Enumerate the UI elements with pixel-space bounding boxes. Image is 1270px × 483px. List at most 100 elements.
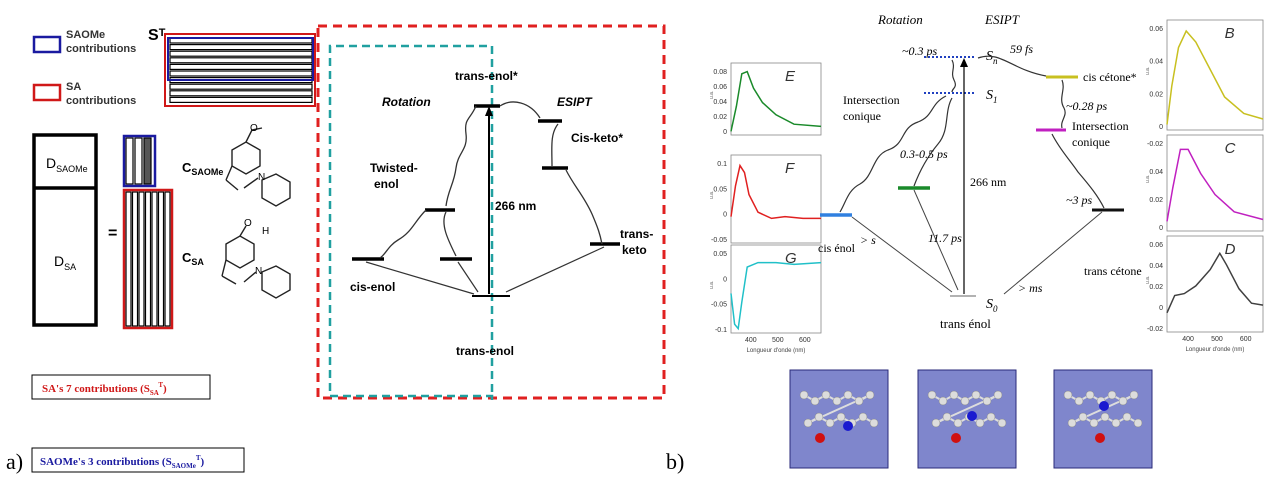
y-tick-label: 0.06	[1149, 26, 1163, 33]
atom	[1078, 412, 1088, 422]
spectrum-frame	[1166, 19, 1264, 131]
scheme-esipt: ESIPT	[557, 95, 593, 109]
y-axis-label: u.a.	[709, 281, 715, 289]
atom	[832, 396, 842, 406]
y-tick-label: 0	[723, 276, 727, 283]
y-axis-label: u.a.	[1145, 67, 1151, 75]
st-row	[169, 43, 313, 51]
label-t5: ~3 ps	[1066, 193, 1092, 207]
atom	[803, 418, 813, 428]
c-sa-column	[138, 191, 145, 327]
molecule-panel-1	[789, 369, 889, 469]
atom	[799, 390, 809, 400]
b-header-rotation: Rotation	[877, 12, 923, 27]
label-trans-cetone: trans cétone	[1084, 264, 1142, 278]
atom	[865, 390, 875, 400]
atom	[836, 412, 846, 422]
right-spectrum-c: -0.02 0.04 0.02 0 u.a. C	[1145, 134, 1264, 232]
st-matrix-blue-outline	[167, 37, 314, 81]
spectrum-trace	[1166, 148, 1264, 222]
st-row	[169, 57, 313, 64]
scheme-cis-keto-star: Cis-keto*	[571, 131, 623, 145]
st-label: Sᵀ	[148, 27, 166, 44]
atom	[1063, 390, 1073, 400]
atom	[942, 412, 952, 422]
c-sa-label: CSA	[182, 250, 204, 267]
spectrum-trace	[730, 163, 821, 220]
label-cis-cetone: cis cétone*	[1083, 70, 1137, 84]
scheme-twisted-enol: Twisted-enol	[370, 161, 418, 191]
y-tick-label: 0.02	[713, 114, 727, 121]
y-tick-label: 0.04	[1149, 169, 1163, 176]
s0-label: S0	[986, 297, 998, 314]
equals-sign: =	[108, 225, 117, 242]
b-wavy-paths	[839, 55, 1105, 213]
label-trans-enol: trans énol	[940, 316, 991, 331]
y-axis-label: u.a.	[709, 91, 715, 99]
y-tick-label: 0.04	[1149, 263, 1163, 270]
spectrum-frame	[730, 62, 822, 136]
c-saome-columns	[125, 137, 152, 185]
atom	[1085, 390, 1095, 400]
atom	[993, 390, 1003, 400]
molecule-panels	[789, 369, 1153, 469]
panel-b-label: b)	[666, 449, 684, 474]
c-sa-column	[144, 191, 152, 327]
atom	[1089, 418, 1099, 428]
molecule-panel-3	[1053, 369, 1153, 469]
st-row	[169, 70, 313, 77]
c-sa-column	[157, 191, 165, 327]
spectrum-letter: D	[1225, 241, 1236, 258]
c-saome-column	[125, 137, 134, 185]
left-spectrum-e: 0.08 0.06 0.04 0.02 0 u.a. E	[709, 62, 822, 136]
atom	[1129, 390, 1139, 400]
scheme-266nm: 266 nm	[495, 199, 536, 213]
sa-molecule	[221, 225, 291, 299]
saome-contributions-box	[31, 447, 245, 473]
spectrum-frame	[1166, 235, 1264, 333]
st-row	[169, 63, 313, 71]
x-tick-label: 600	[799, 337, 811, 344]
sa-contributions-box	[31, 374, 211, 400]
label-gt-ms: > ms	[1018, 281, 1043, 295]
c-saome-column	[134, 137, 143, 185]
b-excitation-arrowhead	[960, 58, 968, 67]
legend-saome-label: SAOMe contributions	[66, 29, 136, 55]
spectrum-letter: G	[785, 250, 797, 267]
sa-n-label: N	[255, 266, 262, 277]
y-tick-label: -0.05	[711, 237, 727, 244]
atom	[854, 396, 864, 406]
atom	[1074, 396, 1084, 406]
scheme-rotation: Rotation	[382, 95, 431, 109]
nitrogen-atom	[1099, 401, 1109, 411]
label-t4: 0.3-0.5 ps	[900, 147, 948, 161]
right-spectra: 0.06 0.04 0.02 0 u.a. B -0.02 0.04 0.02 0 u.a. C 0.0…	[1145, 19, 1264, 353]
scheme-wavy-paths	[379, 101, 603, 259]
y-tick-label: -0.05	[711, 302, 727, 309]
x-axis-label: Longueur d'onde (nm)	[747, 348, 806, 354]
label-266nm: 266 nm	[970, 175, 1007, 189]
y-axis-label: u.a.	[1145, 175, 1151, 183]
c-sa-column	[131, 191, 139, 327]
y-axis-label: u.a.	[709, 191, 715, 199]
left-spectra: 0.08 0.06 0.04 0.02 0 u.a. E 0.1 0.05 0 -0.05 u.a. F…	[709, 62, 822, 354]
nitrogen-atom	[843, 421, 853, 431]
label-t2: 59 fs	[1010, 42, 1033, 56]
atom	[931, 418, 941, 428]
atom	[986, 412, 996, 422]
c-sa-column	[151, 191, 158, 327]
y-tick-label: 0	[723, 212, 727, 219]
molecule-panel-bg	[1053, 369, 1153, 469]
label-intersection-right: Intersection conique	[1072, 119, 1129, 149]
y-tick-label: 0	[1159, 225, 1163, 232]
st-matrix-rows	[169, 37, 313, 104]
molecule-panel-2	[917, 369, 1017, 469]
d-sa-label: DSA	[54, 253, 76, 272]
y-tick-label: 0.08	[713, 69, 727, 76]
sa-contributions-text: SA's 7 contributions (SSAT)	[42, 381, 167, 397]
atom	[1100, 412, 1110, 422]
y-axis-label: u.a.	[1145, 276, 1151, 284]
x-tick-label: 400	[745, 337, 757, 344]
s1-label: S1	[986, 88, 998, 105]
